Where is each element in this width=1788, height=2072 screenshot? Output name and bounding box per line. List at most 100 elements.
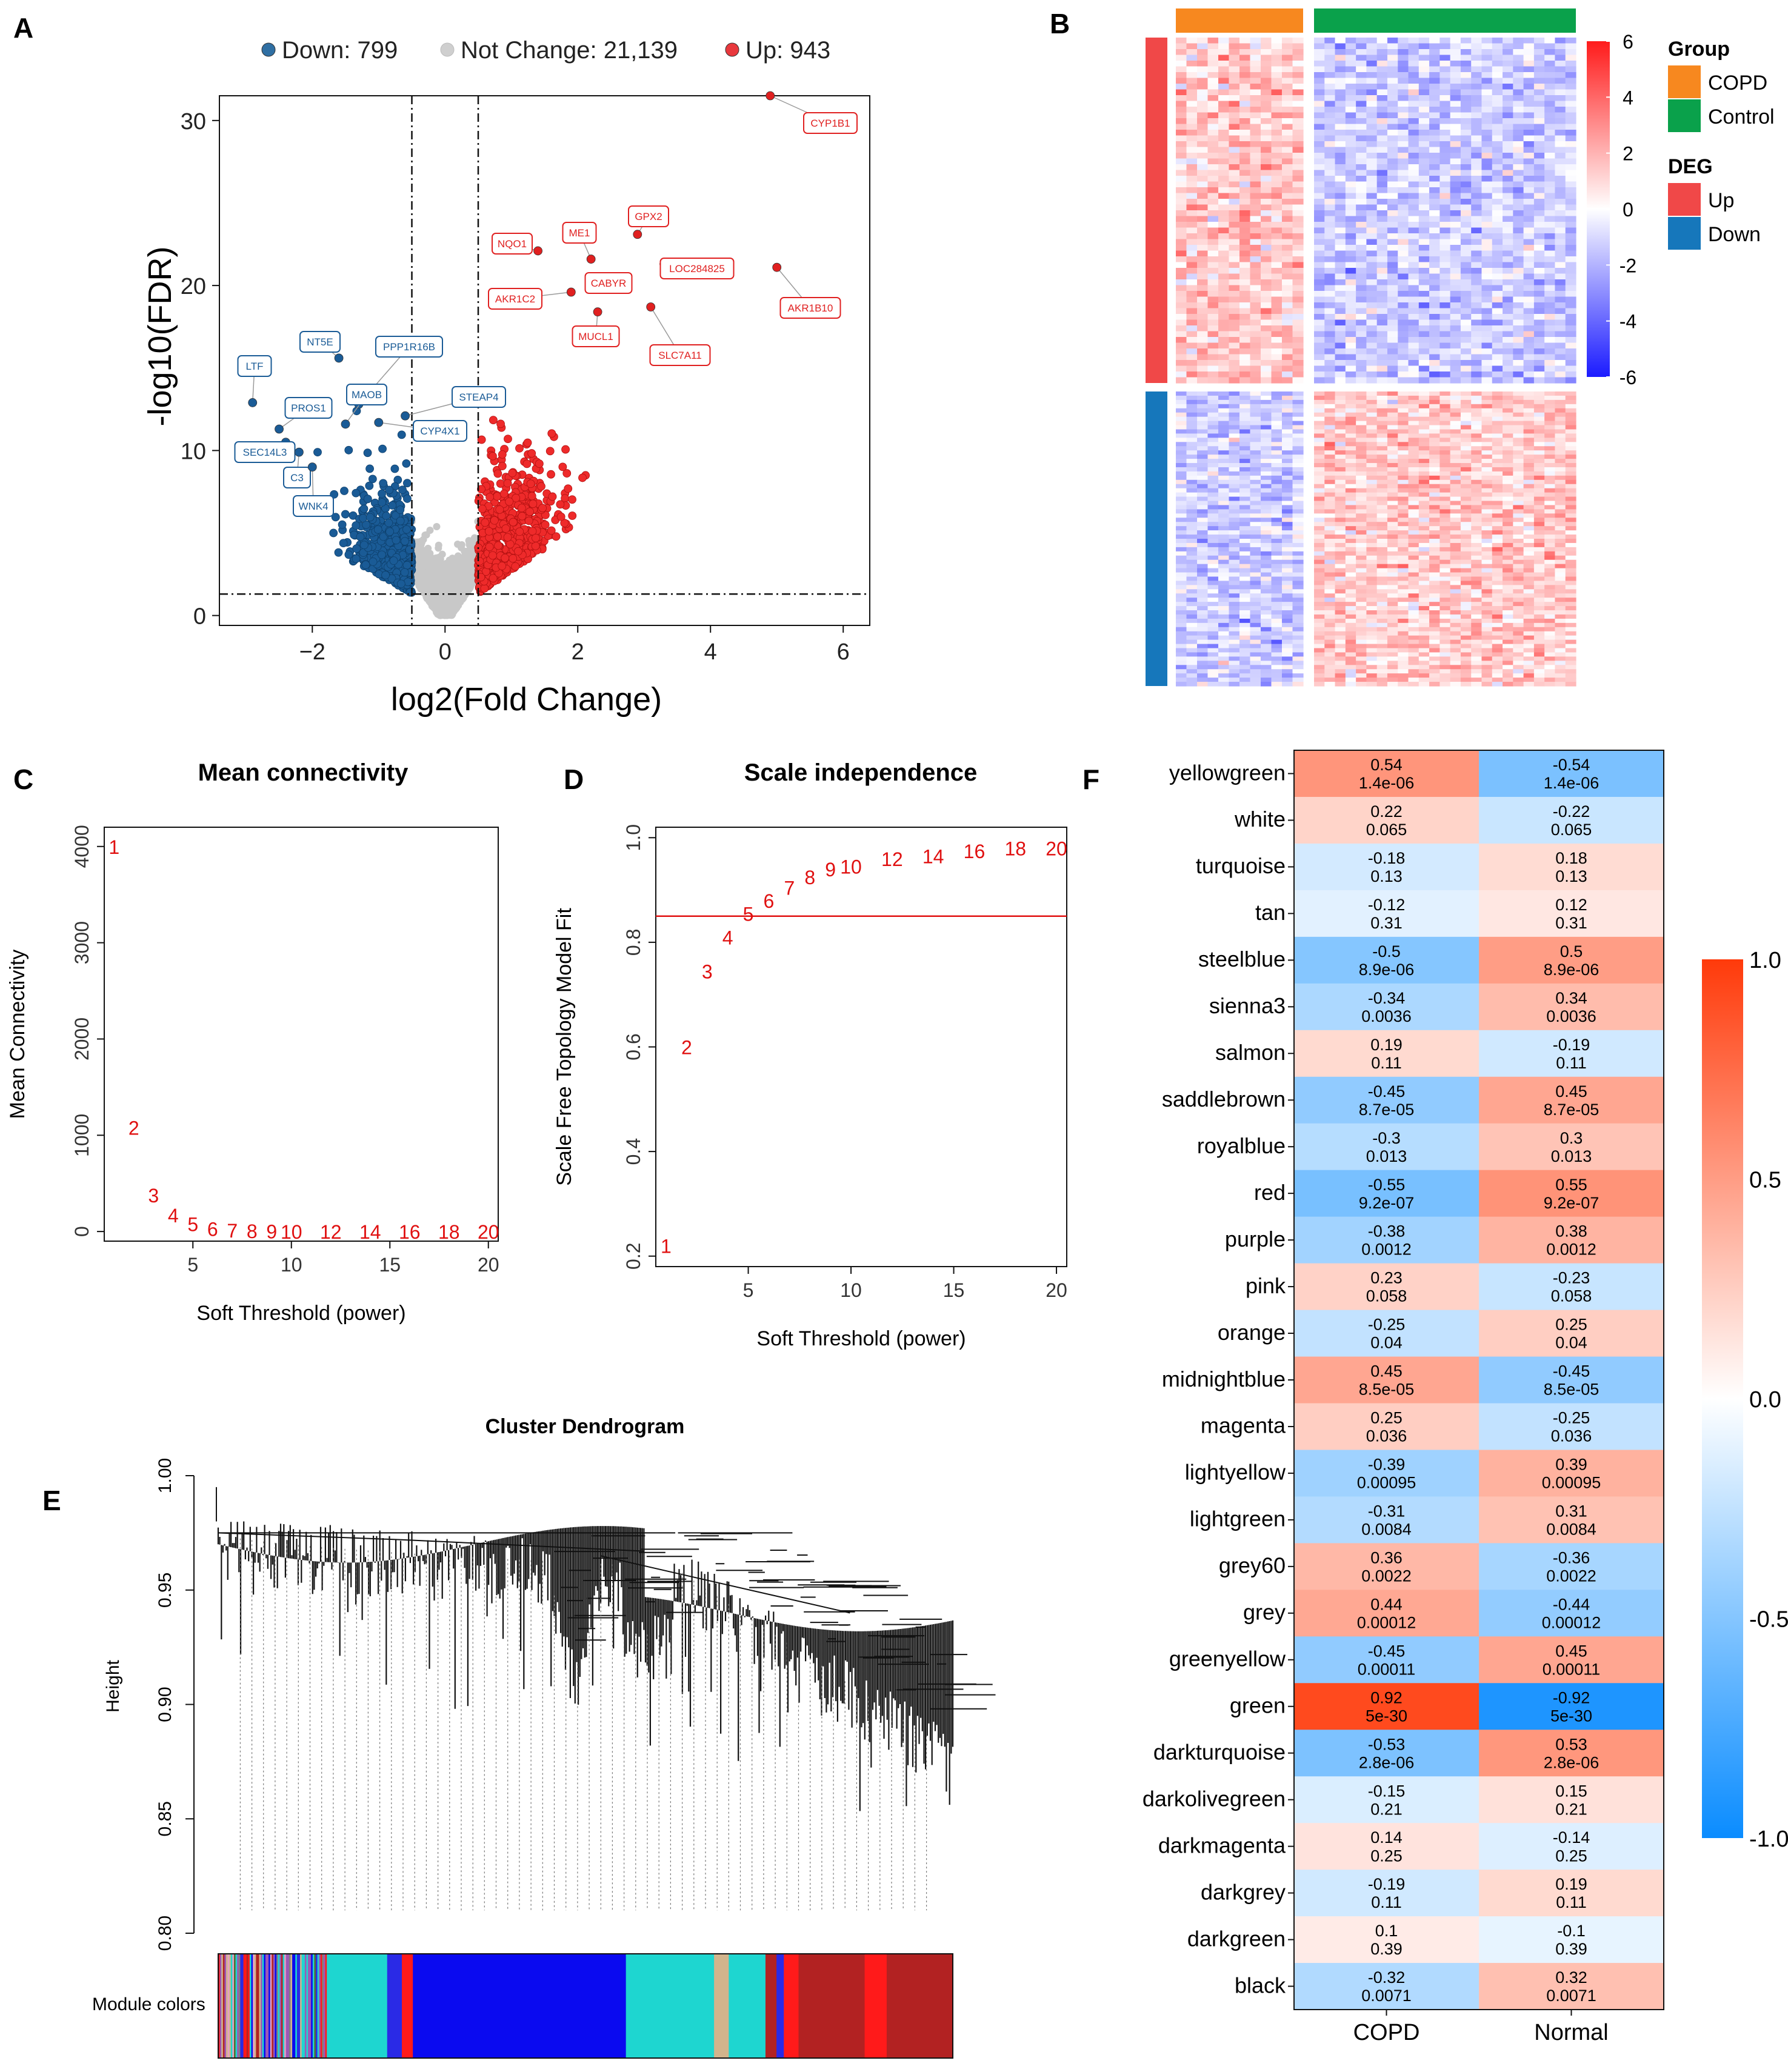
heatmap-cell: [1197, 256, 1209, 263]
heatmap-cell: [1239, 245, 1251, 252]
heatmap-cell: [1239, 204, 1251, 211]
heatmap-cell: [1239, 84, 1251, 90]
heatmap-cell: [1345, 239, 1356, 245]
heatmap-cell: [1261, 181, 1272, 188]
heatmap-cell: [1408, 78, 1419, 84]
heatmap-cell: [1282, 164, 1293, 171]
heatmap-cell: [1239, 314, 1251, 321]
heatmap-cell: [1544, 112, 1556, 119]
heatmap-cell: [1186, 354, 1198, 361]
heatmap-cell: [1398, 135, 1409, 142]
heatmap-cell: [1335, 170, 1346, 176]
heatmap-cell: [1345, 273, 1356, 280]
heatmap-cell: [1229, 135, 1240, 142]
heatmap-cell: [1450, 279, 1461, 286]
heatmap-cell: [1565, 55, 1576, 61]
heatmap-cell: [1366, 250, 1378, 257]
heatmap-cell: [1176, 348, 1187, 355]
heatmap-cell: [1356, 176, 1367, 182]
heatmap-cell: [1186, 256, 1198, 263]
heatmap-cell: [1450, 199, 1461, 205]
heatmap-cell: [1366, 130, 1378, 136]
heatmap-cell: [1376, 256, 1388, 263]
heatmap-cell: [1533, 245, 1545, 252]
heatmap-cell: [1503, 66, 1513, 73]
point-down: [339, 539, 348, 548]
heatmap-cell: [1533, 308, 1545, 315]
heatmap-cell: [1366, 319, 1378, 326]
heatmap-cell: [1387, 38, 1398, 44]
point-down: [378, 444, 387, 453]
point-down: [379, 479, 388, 488]
heatmap-cell: [1439, 245, 1451, 252]
heatmap-cell: [1271, 55, 1283, 61]
heatmap-cell: [1186, 107, 1198, 113]
heatmap-cell: [1176, 187, 1187, 194]
heatmap-cell: [1229, 61, 1240, 67]
heatmap-cell: [1398, 314, 1409, 321]
heatmap-cell: [1533, 112, 1545, 119]
heatmap-cell: [1271, 61, 1283, 67]
heatmap-cell: [1261, 141, 1272, 148]
heatmap-cell: [1565, 250, 1576, 257]
heatmap-cell: [1239, 273, 1251, 280]
heatmap-cell: [1292, 55, 1304, 61]
point-down: [378, 489, 386, 498]
point-up: [475, 557, 484, 566]
heatmap-cell: [1429, 319, 1440, 326]
heatmap-cell: [1450, 308, 1461, 315]
heatmap-cell: [1292, 158, 1304, 165]
heatmap-cell: [1324, 95, 1336, 102]
heatmap-cell: [1229, 118, 1240, 125]
heatmap-cell: [1250, 72, 1261, 79]
heatmap-cell: [1492, 170, 1503, 176]
heatmap-cell: [1387, 308, 1398, 315]
heatmap-cell: [1282, 55, 1293, 61]
heatmap-cell: [1176, 245, 1187, 252]
heatmap-cell: [1282, 348, 1293, 355]
heatmap-cell: [1398, 279, 1409, 286]
heatmap-cell: [1218, 124, 1230, 130]
heatmap-cell: [1282, 176, 1293, 182]
heatmap-cell: [1450, 204, 1461, 211]
heatmap-cell: [1471, 153, 1483, 159]
heatmap-cell: [1197, 78, 1209, 84]
point-up: [541, 521, 550, 529]
heatmap-cell: [1481, 78, 1493, 84]
heatmap-cell: [1292, 314, 1304, 321]
point-down: [352, 544, 361, 553]
heatmap-cell: [1555, 181, 1566, 188]
point-down: [398, 485, 407, 495]
heatmap-cell: [1197, 55, 1209, 61]
legend-label-up: Up: 943: [746, 37, 830, 64]
heatmap-cell: [1229, 348, 1240, 355]
heatmap-cell: [1565, 256, 1576, 263]
heatmap-cell: [1533, 302, 1545, 309]
point-not-change: [425, 568, 433, 576]
heatmap-cell: [1387, 66, 1398, 73]
point-up: [505, 497, 514, 506]
heatmap-cell: [1271, 360, 1283, 367]
heatmap-cell: [1418, 296, 1430, 303]
heatmap-cell: [1533, 199, 1545, 205]
heatmap-cell: [1513, 227, 1524, 234]
heatmap-cell: [1418, 147, 1430, 153]
heatmap-cell: [1565, 314, 1576, 321]
heatmap-cell: [1197, 130, 1209, 136]
heatmap-cell: [1229, 158, 1240, 165]
heatmap-cell: [1366, 187, 1378, 194]
heatmap-cell: [1544, 187, 1556, 194]
heatmap-cell: [1176, 89, 1187, 96]
heatmap-cell: [1544, 176, 1556, 182]
heatmap-cell: [1376, 141, 1388, 148]
point-up: [547, 526, 556, 535]
heatmap-cell: [1555, 43, 1566, 50]
heatmap-cell: [1555, 66, 1566, 73]
heatmap-cell: [1324, 78, 1336, 84]
heatmap-cell: [1523, 245, 1535, 252]
heatmap-cell: [1544, 273, 1556, 280]
heatmap-cell: [1335, 181, 1346, 188]
point-up: [484, 527, 493, 536]
heatmap-cell: [1471, 227, 1483, 234]
heatmap-cell: [1282, 181, 1293, 188]
